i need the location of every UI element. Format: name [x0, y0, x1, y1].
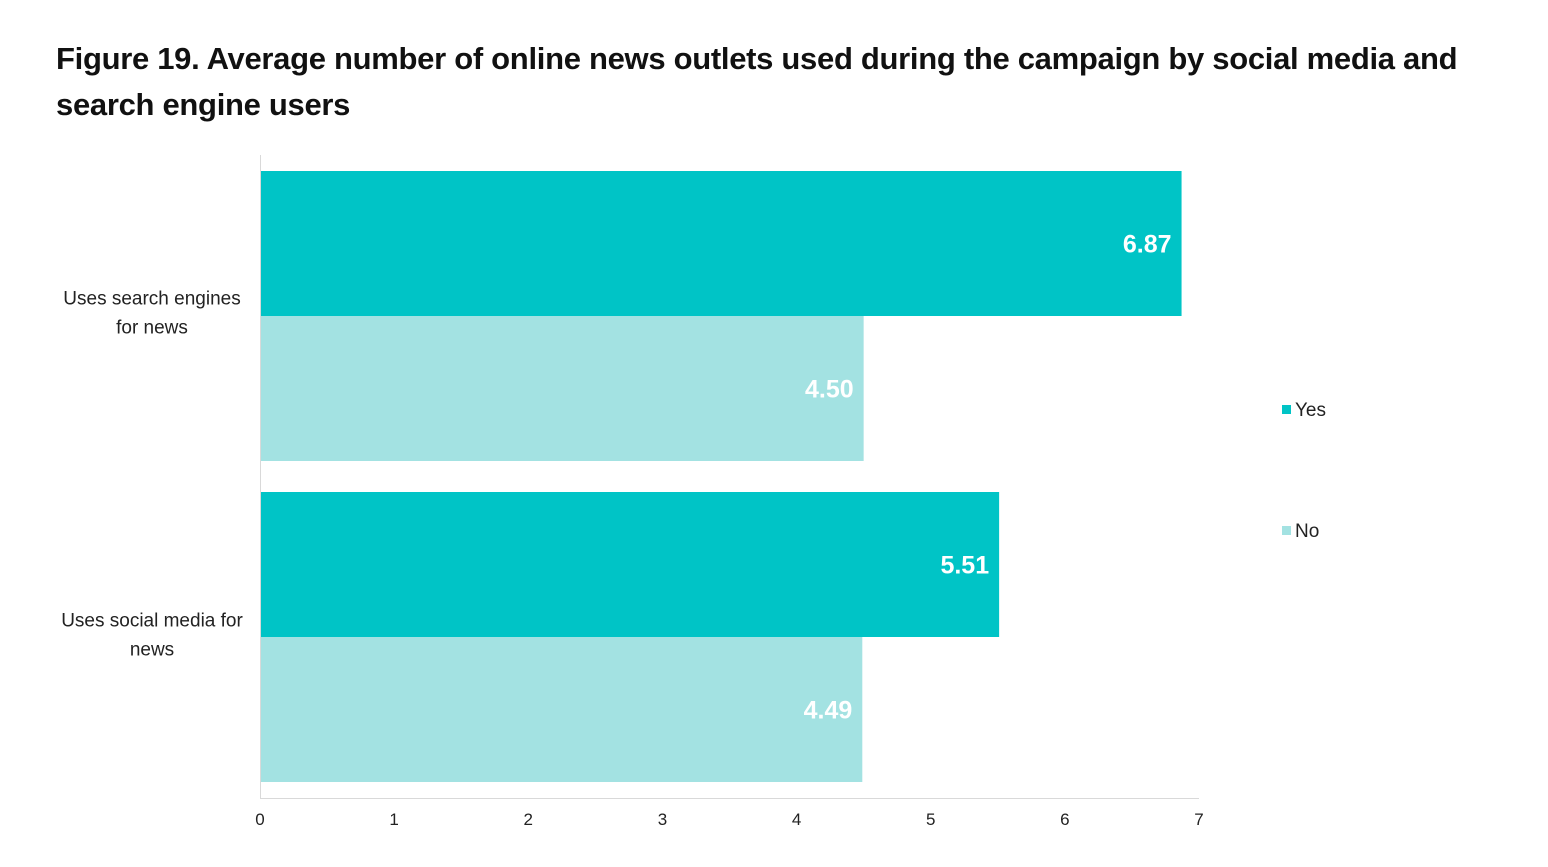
category-label: Uses search engines [63, 289, 240, 310]
bar-yes-1 [260, 171, 1182, 316]
x-tick-label: 6 [1060, 810, 1069, 829]
legend-label-no: No [1295, 521, 1319, 542]
legend-swatch-yes [1282, 405, 1291, 414]
x-tick-label: 4 [792, 810, 801, 829]
x-tick-label: 0 [255, 810, 264, 829]
category-label: for news [116, 318, 188, 339]
bar-yes-2 [260, 492, 1000, 637]
category-label: news [130, 640, 174, 661]
data-labels-layer: 6.87 4.50 5.51 4.49 [804, 231, 1172, 725]
legend: Yes No [1282, 400, 1326, 542]
x-tick-label: 3 [658, 810, 667, 829]
x-tick-label: 2 [524, 810, 533, 829]
bar-no-1 [260, 316, 864, 461]
data-label-no-2: 4.49 [804, 697, 853, 725]
bars-layer [260, 171, 1182, 782]
legend-label-yes: Yes [1295, 400, 1326, 421]
category-label: Uses social media for [61, 611, 243, 632]
x-tick-labels: 0 1 2 3 4 5 6 7 [255, 810, 1203, 829]
bar-no-2 [260, 637, 863, 782]
x-tick-label: 7 [1194, 810, 1203, 829]
legend-swatch-no [1282, 526, 1291, 535]
x-tick-label: 5 [926, 810, 935, 829]
data-label-yes-2: 5.51 [940, 552, 989, 580]
category-labels: Uses search engines for news Uses social m… [61, 289, 243, 661]
data-label-no-1: 4.50 [805, 376, 854, 404]
chart-title: Figure 19. Average number of online news… [56, 41, 1458, 122]
data-label-yes-1: 6.87 [1123, 231, 1172, 259]
x-tick-label: 1 [389, 810, 398, 829]
